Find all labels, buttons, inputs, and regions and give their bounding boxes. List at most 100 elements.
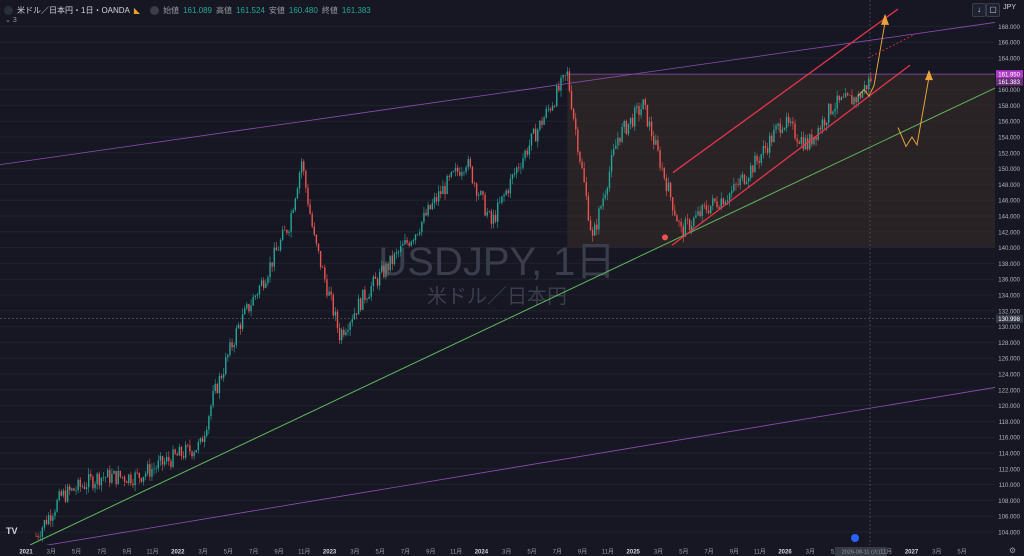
candle-body	[231, 342, 233, 348]
news-flag-icon[interactable]	[851, 534, 859, 542]
candle-body	[750, 165, 752, 179]
price-axis[interactable]	[995, 0, 1024, 556]
rising-channel-lower[interactable]	[671, 64, 911, 246]
candle-body	[336, 311, 339, 329]
open-value: 161.089	[183, 5, 212, 15]
candle-body	[792, 121, 794, 124]
candle-body	[762, 146, 765, 155]
candle-body	[861, 91, 864, 98]
x-tick-label: 2026-08-11 (火)	[842, 550, 881, 556]
candle-body	[311, 214, 313, 227]
x-tick-label: 3月	[502, 549, 511, 556]
candle-body	[690, 226, 693, 231]
candle-body	[345, 331, 347, 336]
indicators-toggle[interactable]: ⌄ 3	[5, 17, 17, 24]
candle-body	[787, 116, 790, 123]
candle-body	[604, 194, 606, 199]
candle-body	[184, 444, 187, 458]
candle-body	[104, 477, 107, 478]
candle-body	[785, 116, 788, 129]
rising-channel-upper[interactable]	[672, 8, 899, 174]
candle-body	[707, 210, 710, 214]
candle-body	[553, 106, 556, 107]
x-tick-label: 3月	[47, 549, 56, 556]
projection-dotted-line[interactable]	[867, 33, 916, 59]
y-tick-label: 132.000	[998, 309, 1020, 315]
outer-channel-upper[interactable]	[0, 22, 996, 166]
y-tick-label: 106.000	[998, 515, 1020, 521]
candle-body	[111, 473, 113, 483]
candle-body	[395, 251, 398, 254]
candle-body	[735, 183, 737, 185]
candle-body	[324, 267, 326, 280]
event-marker-icon[interactable]	[662, 234, 668, 241]
gear-icon[interactable]: ⚙	[1008, 546, 1016, 555]
candle-body	[239, 324, 242, 329]
candle-body	[615, 145, 617, 149]
candle-body	[541, 120, 543, 125]
candle-body	[558, 86, 560, 91]
x-tick-label: 9月	[730, 549, 739, 556]
candle-body	[733, 183, 735, 191]
candle-body	[610, 155, 613, 172]
candle-body	[857, 93, 859, 103]
candle-body	[364, 289, 366, 300]
candle-body	[437, 191, 440, 202]
symbol-title[interactable]: 米ドル／日本円・1日・OANDA	[17, 5, 130, 15]
candle-body	[743, 174, 746, 184]
candle-body	[199, 438, 202, 442]
candle-body	[149, 464, 151, 477]
outer-channel-lower[interactable]	[29, 387, 996, 549]
candle-body	[537, 129, 539, 142]
candle-body	[197, 441, 200, 451]
x-tick-label: 2021	[19, 550, 33, 556]
candle-body	[423, 212, 425, 222]
candle-body	[581, 161, 583, 169]
candle-body	[296, 188, 299, 199]
snapshot-icon[interactable]: ▢	[986, 3, 1000, 17]
candle-body	[688, 219, 691, 231]
flag-icon: ◣	[133, 5, 141, 15]
candle-body	[612, 148, 615, 156]
candle-body	[419, 232, 421, 235]
candle-body	[102, 477, 105, 479]
arrow-head-icon	[881, 13, 889, 25]
candle-body	[752, 165, 754, 173]
candle-body	[298, 172, 301, 189]
candle-body	[695, 215, 697, 218]
candle-body	[591, 230, 594, 236]
tradingview-logo-icon[interactable]: TV	[6, 526, 18, 536]
candle-body	[600, 206, 602, 209]
candle-body	[773, 129, 775, 143]
candle-body	[532, 128, 535, 134]
x-tick-label: 7月	[249, 549, 258, 556]
candle-body	[421, 221, 423, 233]
candle-body	[815, 136, 817, 140]
x-tick-label: 11月	[298, 549, 310, 556]
candle-body	[657, 140, 659, 151]
candle-body	[303, 161, 305, 171]
projection-arrow-1[interactable]	[857, 22, 886, 97]
candle-body	[343, 329, 345, 336]
candle-body	[446, 175, 448, 195]
download-icon[interactable]: ↓	[972, 3, 986, 17]
support-trendline[interactable]	[29, 87, 996, 546]
eye-icon[interactable]	[150, 5, 160, 15]
projection-arrow-2[interactable]	[897, 76, 930, 148]
candle-body	[779, 123, 781, 133]
y-tick-label: 152.000	[998, 151, 1020, 157]
x-tick-label: 3月	[932, 549, 941, 556]
currency-label[interactable]: JPY	[1003, 4, 1016, 11]
candle-body	[75, 490, 77, 491]
x-tick-label: 5月	[72, 549, 81, 556]
x-tick-label: 9月	[426, 549, 435, 556]
price-range-box[interactable]	[567, 74, 995, 248]
candle-body	[834, 108, 836, 112]
candle-body	[366, 298, 368, 300]
candle-body	[119, 470, 122, 477]
candle-body	[747, 178, 750, 182]
time-axis[interactable]	[0, 545, 1024, 556]
y-tick-label: 104.000	[998, 531, 1020, 537]
candle-body	[640, 109, 642, 115]
